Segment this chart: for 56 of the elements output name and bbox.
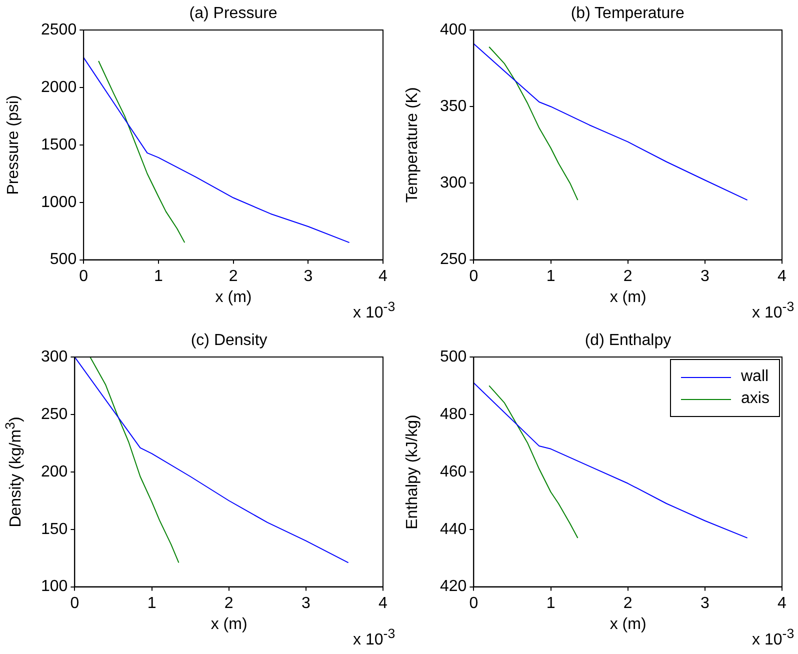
x-tick-label: 3 bbox=[700, 594, 710, 612]
y-axis-title: Pressure (psi) bbox=[5, 95, 22, 195]
y-tick-label: 150 bbox=[40, 520, 68, 538]
x-tick-label: 1 bbox=[154, 268, 163, 285]
x-axis-title: x (m) bbox=[610, 288, 646, 306]
y-tick-label: 300 bbox=[40, 348, 68, 366]
y-tick-label: 300 bbox=[440, 174, 467, 192]
x-axis-title: x (m) bbox=[215, 288, 252, 306]
text: x 10$^{-3}$ bbox=[353, 298, 396, 322]
x-tick-label: 2 bbox=[224, 594, 234, 612]
x-tick-label: 2 bbox=[623, 594, 632, 612]
y-tick-label: 2500 bbox=[41, 21, 77, 38]
y-tick-label: 460 bbox=[440, 463, 467, 480]
y-tick-label: 1500 bbox=[41, 136, 77, 154]
x-tick-label: 1 bbox=[147, 594, 156, 612]
chart-title: (a) Pressure bbox=[189, 5, 278, 22]
x-tick-label: 0 bbox=[79, 268, 88, 285]
legend-label: wall bbox=[741, 368, 769, 386]
text: x 10$^{-3}$ bbox=[752, 298, 794, 322]
x-axis-title: x (m) bbox=[610, 616, 646, 633]
x-tick-label: 3 bbox=[304, 268, 313, 285]
y-tick-label: 2000 bbox=[41, 78, 77, 96]
x-tick-label: 4 bbox=[378, 594, 388, 612]
x-tick-label: 4 bbox=[778, 268, 787, 285]
y-tick-label: 200 bbox=[40, 463, 68, 480]
chart-title: (c) Density bbox=[190, 332, 268, 349]
y-tick-label: 480 bbox=[440, 406, 467, 423]
chart-title: (d) Enthalpy bbox=[584, 332, 672, 349]
chart-title: (b) Temperature bbox=[570, 5, 684, 22]
legend-label: axis bbox=[741, 390, 770, 408]
y-tick-label: 500 bbox=[440, 348, 467, 366]
y-tick-label: 250 bbox=[40, 406, 68, 423]
y-tick-label: 440 bbox=[440, 520, 467, 538]
y-tick-label: 420 bbox=[440, 578, 467, 596]
text: x 10$^{-3}$ bbox=[353, 626, 396, 648]
x-tick-label: 1 bbox=[546, 594, 556, 612]
x-tick-label: 4 bbox=[378, 268, 388, 285]
x-tick-label: 2 bbox=[623, 268, 632, 285]
x-tick-label: 0 bbox=[469, 268, 478, 285]
y-axis-title: Enthalpy (kJ/kg) bbox=[404, 414, 421, 530]
y-tick-label: 500 bbox=[50, 251, 77, 268]
text: x 10$^{-3}$ bbox=[752, 626, 794, 648]
x-axis-title: x (m) bbox=[210, 616, 248, 633]
x-tick-label: 0 bbox=[70, 594, 80, 612]
x-tick-label: 3 bbox=[700, 268, 710, 285]
y-tick-label: 1000 bbox=[41, 194, 77, 211]
y-tick-label: 350 bbox=[440, 98, 467, 116]
x-tick-label: 3 bbox=[301, 594, 310, 612]
x-tick-label: 4 bbox=[778, 594, 787, 612]
x-tick-label: 1 bbox=[546, 268, 556, 285]
y-tick-label: 400 bbox=[440, 21, 467, 38]
x-tick-label: 0 bbox=[469, 594, 478, 612]
y-tick-label: 100 bbox=[40, 578, 68, 596]
y-axis-title: Temperature (K) bbox=[404, 87, 421, 203]
x-tick-label: 2 bbox=[228, 268, 238, 285]
y-tick-label: 250 bbox=[440, 251, 467, 268]
